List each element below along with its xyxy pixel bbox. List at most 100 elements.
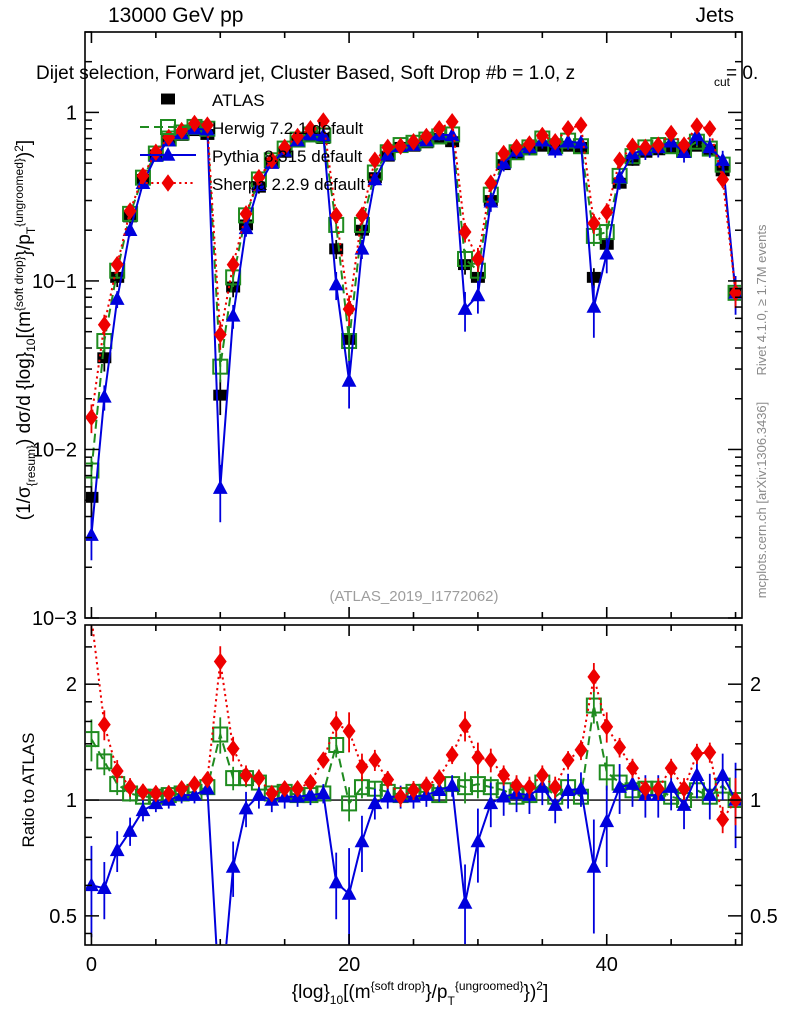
data-point-marker [188,114,201,133]
data-point-marker [213,325,227,344]
data-point-marker [291,127,304,146]
data-point-marker [394,787,408,806]
data-point-marker [561,119,575,138]
data-point-marker [342,722,356,740]
data-point-marker [381,770,395,789]
x-tick-label: 40 [596,954,618,976]
data-point-marker [162,784,176,803]
data-point-marker [573,780,589,795]
data-point-marker [600,718,614,736]
data-point-marker [702,139,718,154]
data-point-marker [160,119,176,135]
data-point-marker [664,124,678,143]
xlab-p4: }) [524,982,537,1003]
data-point-marker [715,152,731,167]
y-tick-label: 10−3 [32,608,77,630]
data-point-marker [86,731,100,748]
mcplots-label: mcplots.cern.ch [arXiv:1306.3436] [754,402,769,599]
data-point-marker [251,787,267,801]
data-point-marker [187,787,202,801]
data-point-marker [716,170,730,189]
xlab-p5: ] [543,982,548,1003]
data-point-marker [651,779,665,798]
main-y-axis-label: (1/σ{resum}) dσ/d {log}10[(m{soft drop}}… [12,140,38,520]
header-right: Jets [695,4,734,27]
data-point-marker [238,220,254,235]
data-point-marker [664,759,678,777]
data-point-marker [329,714,343,733]
data-point-marker [548,778,562,796]
data-point-marker [226,255,240,274]
data-point-marker [535,126,549,145]
legend-label-3: Sherpa 2.2.9 default [212,175,365,194]
data-point-marker [587,214,601,232]
data-point-marker [677,779,691,798]
data-point-marker [535,766,549,784]
data-point-marker [586,271,601,283]
data-point-marker [188,775,201,793]
data-point-marker [484,174,498,192]
data-point-marker [238,800,254,815]
data-point-marker [444,777,460,792]
data-point-marker [225,858,241,873]
ylab-p4: }/p [14,234,35,256]
ylab-p3: [(m [14,311,35,338]
data-point-marker [690,744,704,763]
ylab-p3sup: {soft drop} [12,256,26,311]
rivet-version-label: Rivet 4.1.0, ≥ 1.7M events [754,224,769,375]
data-point-marker [97,315,111,334]
data-point-marker [483,795,499,810]
data-point-marker [161,93,175,105]
data-point-marker [419,127,433,146]
ylab-p5: ) [14,152,35,158]
data-point-marker [110,255,124,274]
ratio-y-tick-label: 0.5 [49,906,77,928]
ylab-p4sub: T [24,226,38,234]
data-point-marker [676,797,692,811]
ratio-y-tick-label: 2 [750,674,761,696]
data-point-marker [226,739,240,758]
data-point-marker [328,874,344,889]
data-point-marker [497,766,511,784]
data-point-marker [716,810,730,829]
data-point-marker [561,751,575,769]
data-point-marker [86,408,98,427]
data-point-marker [291,779,304,798]
ylab-p1sub: {resum} [24,445,38,486]
data-point-marker [148,795,164,810]
data-point-marker [149,143,163,162]
data-point-marker [86,491,99,503]
xlab-p3sub: T [448,994,456,1008]
data-point-marker [469,776,486,793]
data-point-marker [341,795,358,812]
svg-text:{log}10[(m{soft drop}}/pT{ungr: {log}10[(m{soft drop}}/pT{ungroomed}})2] [292,979,549,1008]
ylab-p2: ) dσ/d {log} [14,352,35,445]
data-point-marker [381,138,395,157]
data-point-marker [355,758,369,776]
data-point-marker [457,779,474,796]
y-tick-label: 10−1 [32,271,77,293]
xlab-p2: [(m [343,982,370,1003]
data-point-marker [149,784,163,803]
data-point-marker [278,138,292,157]
data-point-marker [212,480,228,494]
data-point-marker [97,715,111,734]
xlab-p4sup: 2 [536,979,543,993]
ylab-p5sup: 2 [12,145,26,152]
data-point-marker [110,762,124,780]
ratio-y-tick-label: 1 [750,790,761,812]
data-point-marker [689,767,705,781]
data-point-marker [316,751,330,769]
data-point-marker [548,132,562,151]
xlab-p3sup: {ungroomed} [455,979,524,993]
data-point-marker [96,880,112,894]
data-point-marker [355,206,369,225]
data-point-marker [497,144,511,163]
data-point-marker [225,307,241,322]
plot-title-subscript: cut [714,75,731,89]
data-point-marker [458,716,472,735]
data-point-marker [328,276,344,291]
data-point-marker [407,781,420,800]
ylab-p2sub: 10 [24,338,38,352]
